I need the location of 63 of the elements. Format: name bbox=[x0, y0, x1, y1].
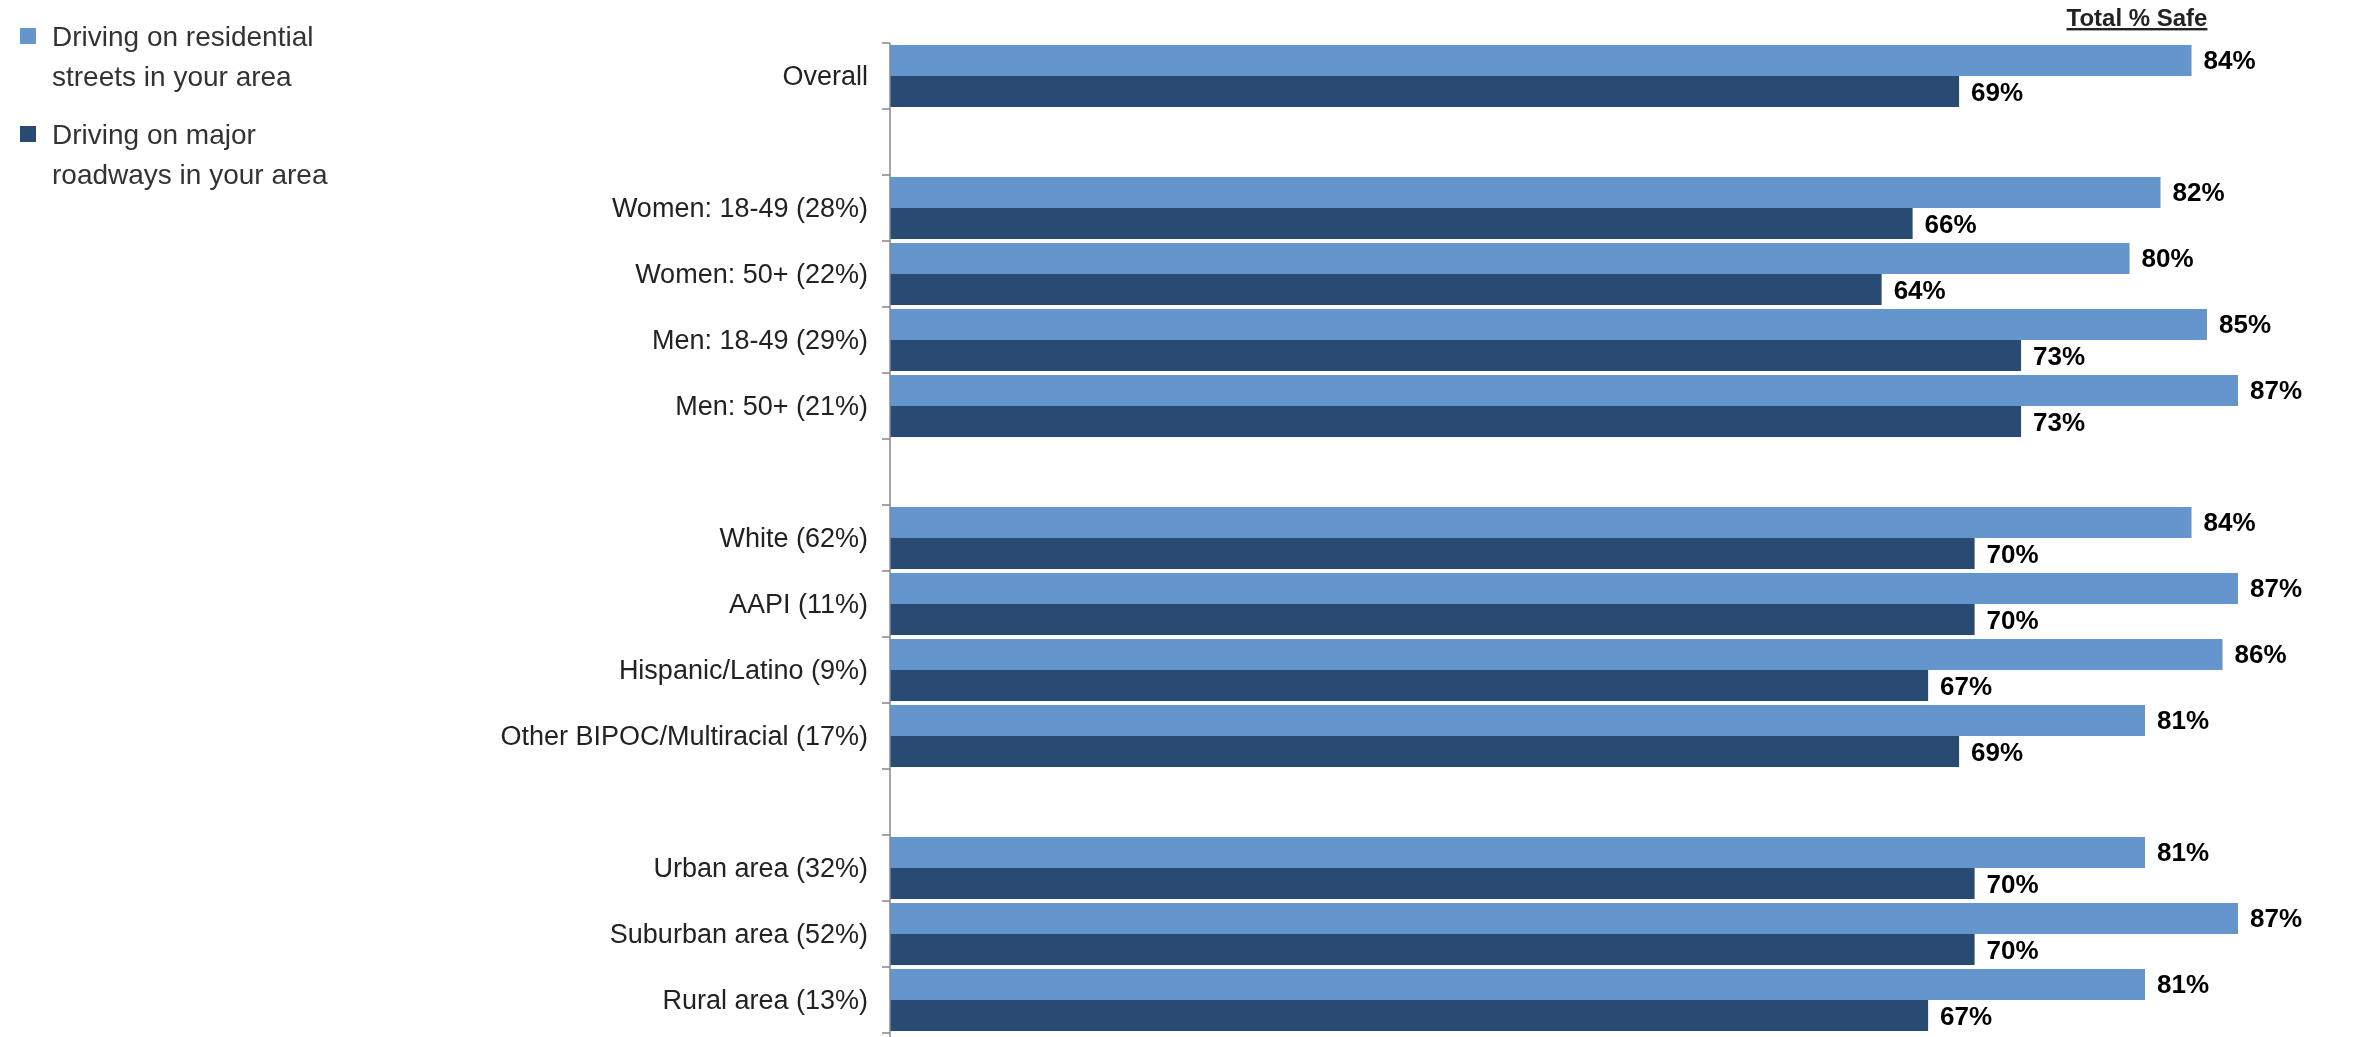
bar bbox=[890, 538, 1975, 570]
bar bbox=[890, 208, 1913, 240]
data-label: 73% bbox=[2033, 340, 2086, 371]
bar bbox=[890, 1000, 1929, 1032]
bar bbox=[890, 604, 1975, 636]
data-label: 66% bbox=[1924, 208, 1977, 239]
data-label: 81% bbox=[2157, 705, 2210, 736]
data-label: 70% bbox=[1986, 538, 2039, 569]
y-tick-label: Women: 50+ (22%) bbox=[635, 259, 868, 289]
data-label: 87% bbox=[2250, 573, 2303, 604]
chart-title: Total % Safe bbox=[2066, 4, 2208, 31]
bar bbox=[890, 868, 1975, 900]
y-tick-label: Men: 18-49 (29%) bbox=[651, 325, 868, 355]
legend-label: Driving on major roadways in your area bbox=[52, 119, 328, 190]
bar bbox=[890, 670, 1929, 702]
data-label: 67% bbox=[1940, 670, 1993, 701]
data-label: 84% bbox=[2203, 45, 2256, 76]
data-label: 82% bbox=[2172, 177, 2225, 208]
data-label: 69% bbox=[1971, 736, 2024, 767]
bar bbox=[890, 572, 2238, 604]
y-tick-label: Women: 18-49 (28%) bbox=[611, 193, 868, 223]
bar bbox=[890, 406, 2022, 438]
bar bbox=[890, 836, 2146, 868]
bar bbox=[890, 242, 2130, 274]
bar bbox=[890, 506, 2192, 538]
legend-label: Driving on residential streets in your area bbox=[52, 21, 314, 92]
data-label: 84% bbox=[2203, 507, 2256, 538]
data-label: 69% bbox=[1971, 76, 2024, 107]
bar bbox=[890, 902, 2238, 934]
data-label: 81% bbox=[2157, 969, 2210, 1000]
data-label: 70% bbox=[1986, 934, 2039, 965]
data-label: 70% bbox=[1986, 868, 2039, 899]
data-label: 86% bbox=[2234, 639, 2287, 670]
bar bbox=[890, 638, 2223, 670]
y-tick-label: Men: 50+ (21%) bbox=[675, 391, 868, 421]
bar bbox=[890, 176, 2161, 208]
bar bbox=[890, 934, 1975, 966]
y-tick-label: Overall bbox=[782, 61, 868, 91]
y-tick-label: Hispanic/Latino (9%) bbox=[618, 655, 868, 685]
data-label: 80% bbox=[2141, 243, 2194, 274]
y-tick-label: Other BIPOC/Multiracial (17%) bbox=[500, 721, 868, 751]
data-label: 73% bbox=[2033, 406, 2086, 437]
y-tick-label: Suburban area (52%) bbox=[609, 919, 868, 949]
bar bbox=[890, 968, 2146, 1000]
data-label: 81% bbox=[2157, 837, 2210, 868]
y-tick-label: Rural area (13%) bbox=[662, 985, 868, 1015]
data-label: 70% bbox=[1986, 604, 2039, 635]
bar bbox=[890, 308, 2208, 340]
bar bbox=[890, 340, 2022, 372]
bar bbox=[890, 76, 1960, 108]
data-label: 87% bbox=[2250, 903, 2303, 934]
bar bbox=[890, 704, 2146, 736]
y-tick-label: AAPI (11%) bbox=[728, 589, 868, 619]
bar bbox=[890, 44, 2192, 76]
y-tick-label: White (62%) bbox=[719, 523, 868, 553]
bar bbox=[890, 736, 1960, 768]
y-tick-label: Urban area (32%) bbox=[653, 853, 868, 883]
bar bbox=[890, 374, 2238, 406]
data-label: 64% bbox=[1893, 274, 1946, 305]
data-label: 87% bbox=[2250, 375, 2303, 406]
bar bbox=[890, 274, 1882, 306]
data-label: 67% bbox=[1940, 1000, 1993, 1031]
data-label: 85% bbox=[2219, 309, 2272, 340]
